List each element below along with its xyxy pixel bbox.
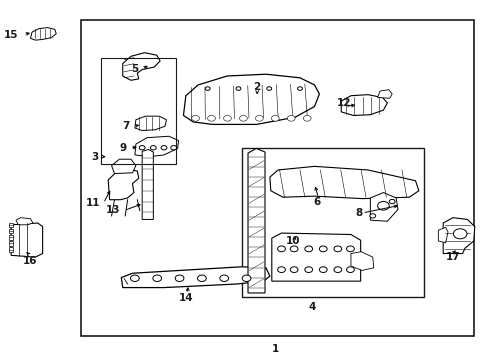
Circle shape [255, 116, 263, 121]
Text: 8: 8 [356, 208, 363, 218]
Circle shape [303, 116, 311, 121]
Polygon shape [135, 136, 178, 157]
Polygon shape [11, 223, 43, 257]
Circle shape [453, 229, 467, 239]
Polygon shape [341, 95, 388, 116]
Circle shape [278, 267, 285, 273]
Polygon shape [9, 229, 13, 233]
Text: 4: 4 [308, 302, 316, 312]
Circle shape [346, 267, 354, 273]
Text: 3: 3 [91, 152, 98, 162]
Polygon shape [9, 223, 13, 227]
Circle shape [240, 116, 247, 121]
Circle shape [288, 116, 295, 121]
Polygon shape [123, 53, 160, 80]
Text: 11: 11 [85, 198, 100, 208]
Polygon shape [135, 116, 167, 131]
Circle shape [192, 116, 199, 121]
Polygon shape [272, 233, 361, 281]
Circle shape [139, 145, 145, 150]
Circle shape [271, 116, 279, 121]
Text: 12: 12 [337, 98, 351, 108]
Circle shape [208, 116, 216, 121]
Circle shape [334, 246, 342, 252]
Polygon shape [439, 227, 448, 243]
Circle shape [223, 116, 231, 121]
Circle shape [305, 246, 313, 252]
Circle shape [171, 145, 176, 150]
Polygon shape [248, 148, 265, 293]
Circle shape [205, 87, 210, 90]
Circle shape [297, 87, 302, 90]
Polygon shape [443, 218, 475, 253]
Circle shape [290, 246, 298, 252]
Bar [242, 148, 424, 297]
Circle shape [290, 267, 298, 273]
Polygon shape [183, 74, 319, 125]
Polygon shape [16, 218, 33, 225]
Polygon shape [270, 166, 419, 199]
Bar [80, 21, 474, 336]
Polygon shape [122, 267, 270, 288]
Circle shape [153, 275, 162, 282]
Text: 10: 10 [286, 236, 300, 246]
Text: 17: 17 [445, 252, 460, 262]
Polygon shape [108, 169, 139, 200]
Circle shape [305, 267, 313, 273]
Circle shape [389, 199, 395, 204]
Text: 1: 1 [272, 343, 279, 354]
Text: 16: 16 [23, 256, 38, 266]
Circle shape [175, 275, 184, 282]
Circle shape [130, 275, 139, 282]
Circle shape [161, 145, 167, 150]
Bar [101, 58, 176, 164]
Polygon shape [351, 252, 374, 270]
Polygon shape [9, 235, 13, 239]
Text: 13: 13 [106, 206, 121, 216]
Text: 6: 6 [313, 197, 320, 207]
Circle shape [334, 267, 342, 273]
Polygon shape [142, 149, 153, 220]
Text: 14: 14 [178, 293, 193, 303]
Polygon shape [9, 241, 13, 246]
Polygon shape [112, 159, 136, 174]
Circle shape [319, 246, 327, 252]
Circle shape [278, 246, 285, 252]
Circle shape [150, 145, 156, 150]
Circle shape [346, 246, 354, 252]
Circle shape [197, 275, 206, 282]
Circle shape [370, 214, 376, 218]
Circle shape [378, 202, 389, 210]
Polygon shape [370, 193, 398, 221]
Polygon shape [30, 28, 56, 40]
Text: 9: 9 [120, 143, 126, 153]
Circle shape [220, 275, 229, 282]
Circle shape [242, 275, 251, 282]
Text: 2: 2 [253, 82, 260, 92]
Circle shape [267, 87, 271, 90]
Text: 7: 7 [122, 121, 130, 131]
Polygon shape [378, 90, 392, 98]
Text: 15: 15 [4, 30, 18, 40]
Polygon shape [9, 247, 13, 252]
Text: 5: 5 [131, 64, 139, 74]
Circle shape [236, 87, 241, 90]
Circle shape [319, 267, 327, 273]
